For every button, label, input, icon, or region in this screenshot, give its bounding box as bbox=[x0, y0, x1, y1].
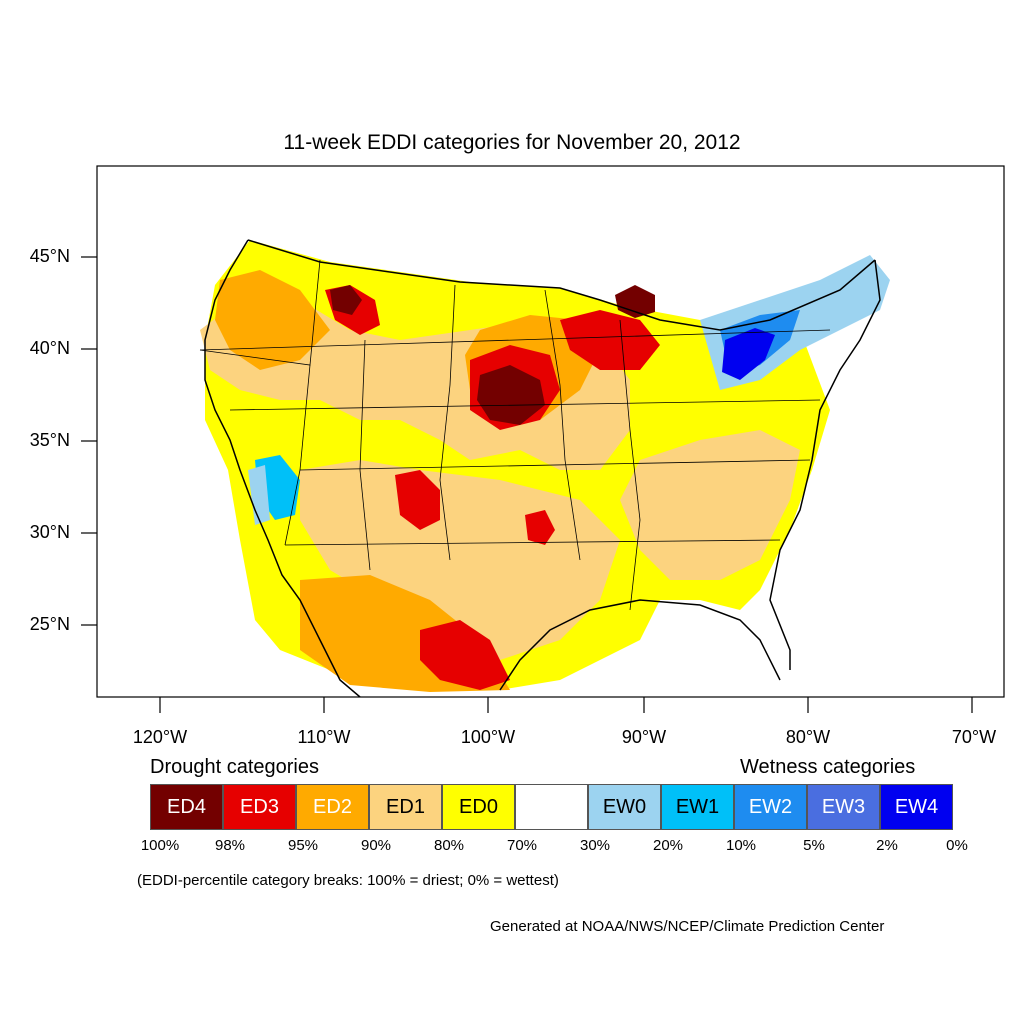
lon-label-120w: 120°W bbox=[132, 727, 188, 747]
lat-label-25: 25°N bbox=[29, 614, 70, 634]
lat-label-35: 35°N bbox=[29, 430, 70, 450]
ed1-region-southeast bbox=[620, 430, 800, 580]
lat-label-45: 45°N bbox=[29, 246, 70, 266]
ed3-region-great-lakes bbox=[560, 310, 660, 370]
legend-ew0: EW0 bbox=[588, 784, 661, 830]
lon-label-70w: 70°W bbox=[951, 727, 997, 747]
lon-label-100w: 100°W bbox=[460, 727, 516, 747]
ed4-region-nebraska bbox=[477, 365, 545, 425]
drought-categories-heading: Drought categories bbox=[150, 756, 319, 778]
legend-ew1: EW1 bbox=[661, 784, 734, 830]
map-frame bbox=[96, 165, 1005, 698]
legend-ew4: EW4 bbox=[880, 784, 953, 830]
ed1-region-south bbox=[300, 460, 620, 660]
ed3-region-mexico bbox=[420, 620, 510, 690]
pct-label-2: 2% bbox=[876, 837, 898, 854]
pct-label-70: 70% bbox=[506, 837, 538, 854]
legend-ed1: ED1 bbox=[369, 784, 442, 830]
pct-label-95: 95% bbox=[287, 837, 319, 854]
ed4-region-montana bbox=[330, 285, 362, 315]
pct-label-10: 10% bbox=[725, 837, 757, 854]
pct-label-30: 30% bbox=[579, 837, 611, 854]
pct-label-80: 80% bbox=[433, 837, 465, 854]
lat-label-30: 30°N bbox=[29, 522, 70, 542]
ew0-region-california bbox=[248, 465, 270, 525]
legend-ed0: ED0 bbox=[442, 784, 515, 830]
legend-ed4: ED4 bbox=[150, 784, 223, 830]
map-fill-layer bbox=[200, 240, 890, 692]
pct-label-90: 90% bbox=[360, 837, 392, 854]
category-breaks-note: (EDDI-percentile category breaks: 100% =… bbox=[137, 872, 559, 889]
map-title: 11-week EDDI categories for November 20,… bbox=[283, 131, 741, 154]
wetness-categories-heading: Wetness categories bbox=[740, 756, 916, 778]
longitude-ticks bbox=[159, 697, 973, 713]
ew4-region-ontario bbox=[722, 328, 775, 380]
ed4-region-upper-michigan bbox=[615, 285, 655, 318]
lon-label-80w: 80°W bbox=[785, 727, 831, 747]
ed3-region-texas bbox=[525, 510, 555, 545]
legend-ew2: EW2 bbox=[734, 784, 807, 830]
pct-label-5: 5% bbox=[803, 837, 825, 854]
legend-ew3: EW3 bbox=[807, 784, 880, 830]
legend-ed3: ED3 bbox=[223, 784, 296, 830]
lat-label-40: 40°N bbox=[29, 338, 70, 358]
pct-label-20: 20% bbox=[652, 837, 684, 854]
pct-label-98: 98% bbox=[214, 837, 246, 854]
pct-label-100: 100% bbox=[140, 837, 180, 854]
state-borders bbox=[199, 259, 831, 611]
pct-label-0: 0% bbox=[946, 837, 968, 854]
legend-color-bar: ED4 ED3 ED2 ED1 ED0 EW0 EW1 EW2 EW3 EW4 bbox=[150, 784, 953, 830]
legend-neutral bbox=[515, 784, 588, 830]
lon-label-90w: 90°W bbox=[621, 727, 667, 747]
coastline-borders bbox=[204, 239, 881, 697]
ed2-region-northwest bbox=[215, 270, 330, 370]
ed3-region-colorado bbox=[395, 470, 440, 530]
latitude-ticks bbox=[81, 256, 97, 626]
lon-label-110w: 110°W bbox=[297, 727, 351, 747]
legend-ed2: ED2 bbox=[296, 784, 369, 830]
credit-line: Generated at NOAA/NWS/NCEP/Climate Predi… bbox=[490, 918, 885, 935]
